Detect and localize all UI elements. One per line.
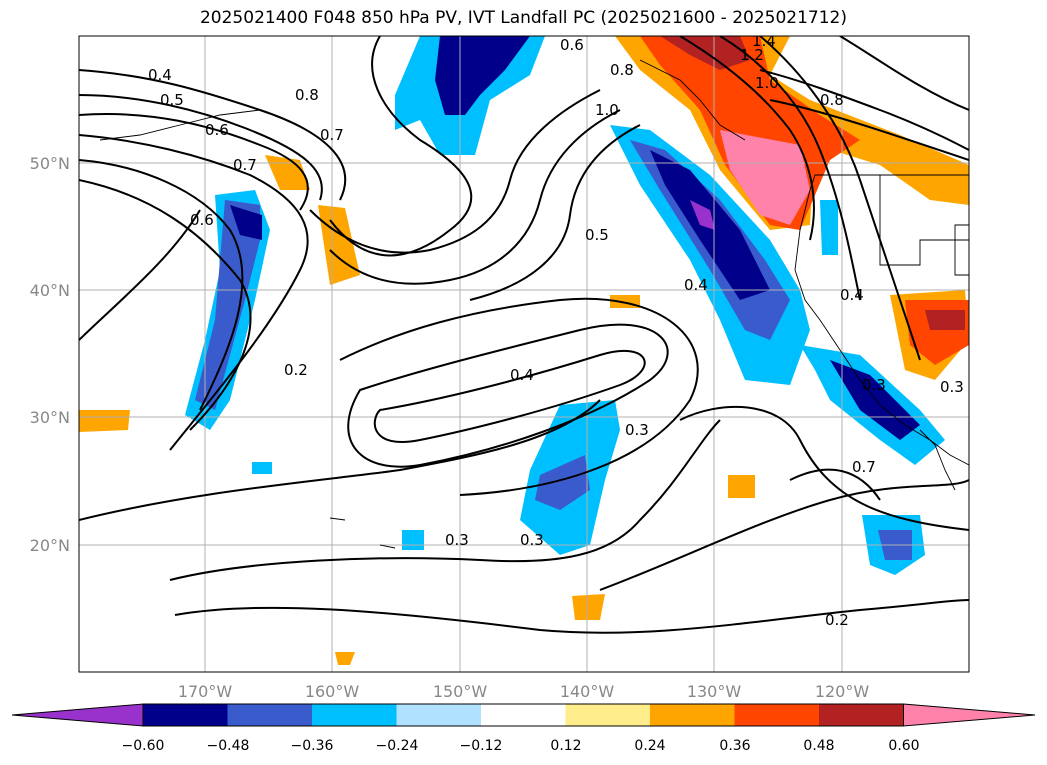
lat-label-30n: 30°N (30, 408, 70, 427)
colorbar-segment (396, 704, 482, 726)
contour-label: 0.4 (510, 366, 534, 384)
colorbar-frame (142, 703, 904, 727)
colorbar-segment (143, 704, 228, 726)
contour-label: 0.7 (320, 126, 344, 144)
colorbar-extend-high (903, 703, 1036, 727)
contour-label: 0.6 (205, 121, 229, 139)
colorbar-segment (734, 704, 820, 726)
contour-label: 0.7 (852, 458, 876, 476)
lon-label-140w: 140°W (560, 682, 615, 701)
negative-shading (185, 36, 945, 575)
contour-label: 0.2 (284, 361, 308, 379)
contour-label: 0.7 (233, 156, 257, 174)
contour-label-group: 0.4 0.5 0.6 0.7 0.8 0.8 1.0 1.0 1.2 1.4 … (148, 32, 964, 629)
contour-label: 0.2 (825, 611, 849, 629)
contour-label: 1.2 (740, 46, 764, 64)
lat-label-40n: 40°N (30, 281, 70, 300)
lon-label-170w: 170°W (178, 682, 233, 701)
contour-label: 0.4 (148, 66, 172, 84)
contour-label: 0.3 (862, 376, 886, 394)
lon-label-150w: 150°W (433, 682, 488, 701)
colorbar-tick: 0.24 (634, 738, 665, 754)
contour-label: 0.8 (820, 91, 844, 109)
lon-label-160w: 160°W (305, 682, 360, 701)
colorbar-extend-low (11, 703, 144, 727)
contour-label: 1.0 (595, 101, 619, 119)
map-title: 2025021400 F048 850 hPa PV, IVT Landfall… (199, 8, 847, 28)
colorbar-tick: −0.36 (291, 738, 334, 754)
colorbar-tick: 0.36 (719, 738, 750, 754)
colorbar-tick: 0.48 (803, 738, 834, 754)
colorbar-segment (312, 704, 397, 726)
contour-label: 0.3 (445, 531, 469, 549)
contour-label: 0.8 (610, 61, 634, 79)
latitude-labels: 50°N 40°N 30°N 20°N (30, 154, 70, 555)
colorbar-tick: 0.60 (888, 738, 919, 754)
pv-contours (79, 36, 969, 634)
colorbar-tick: −0.24 (376, 738, 419, 754)
contour-label: 0.3 (625, 421, 649, 439)
contour-label: 0.4 (684, 276, 708, 294)
contour-label: 1.4 (752, 32, 776, 50)
colorbar-segment (565, 704, 651, 726)
lon-label-130w: 130°W (687, 682, 742, 701)
contour-label: 0.5 (160, 91, 184, 109)
contour-label: 1.0 (755, 74, 779, 92)
colorbar-ticks: −0.60 −0.48 −0.36 −0.24 −0.12 0.12 0.24 … (122, 738, 920, 754)
contour-label: 0.3 (520, 531, 544, 549)
colorbar-tick: −0.60 (122, 738, 165, 754)
colorbar-tick: −0.12 (460, 738, 503, 754)
contour-label: 0.6 (190, 211, 214, 229)
lat-label-20n: 20°N (30, 536, 70, 555)
contour-label: 0.4 (840, 286, 864, 304)
colorbar-tick: 0.12 (550, 738, 581, 754)
longitude-labels: 170°W 160°W 150°W 140°W 130°W 120°W (178, 682, 870, 701)
colorbar-segment (650, 704, 735, 726)
colorbar-segment (819, 704, 904, 726)
colorbar-tick: −0.48 (207, 738, 250, 754)
graticule (79, 36, 969, 672)
contour-label: 0.8 (295, 86, 319, 104)
coastlines (99, 59, 969, 549)
contour-label: 0.6 (560, 36, 584, 54)
lat-label-50n: 50°N (30, 154, 70, 173)
contour-label: 0.3 (940, 378, 964, 396)
colorbar-segment (481, 704, 566, 726)
lon-label-120w: 120°W (815, 682, 870, 701)
map-frame (78, 35, 970, 673)
colorbar-segment (227, 704, 313, 726)
colorbar (11, 703, 1036, 727)
contour-label: 0.5 (585, 226, 609, 244)
